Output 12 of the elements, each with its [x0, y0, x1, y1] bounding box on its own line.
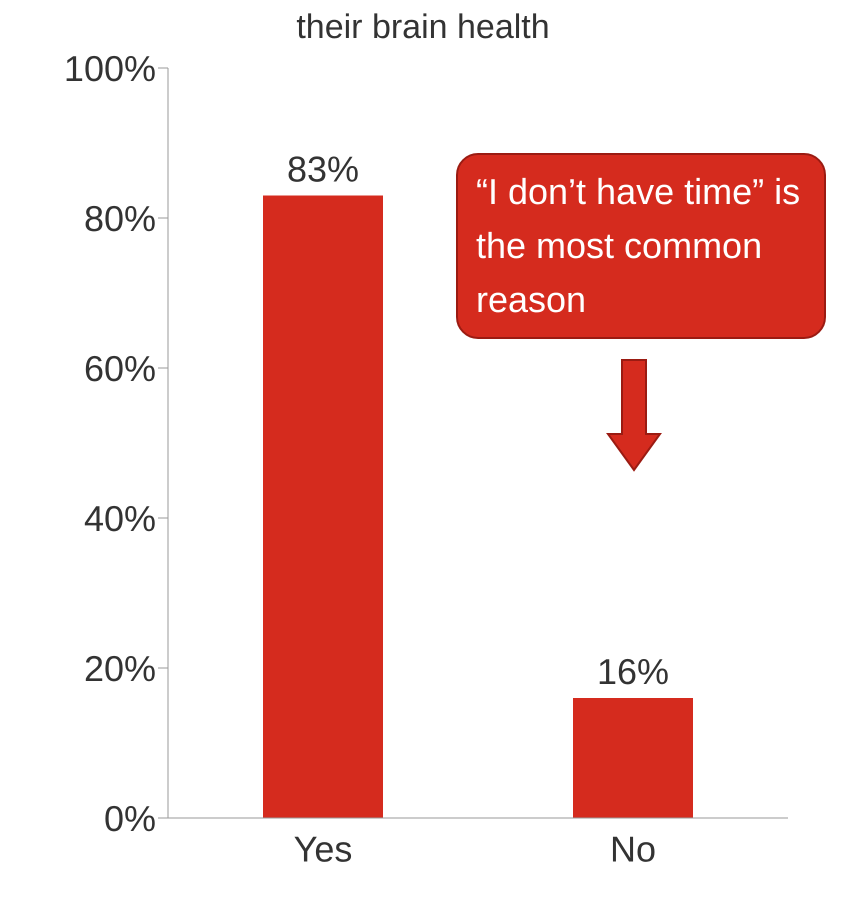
y-tick-label: 0%: [104, 798, 156, 839]
data-label: 16%: [596, 651, 670, 692]
data-label: 83%: [286, 148, 360, 190]
y-tick-label: 20%: [84, 648, 156, 689]
chart-title: their brain health: [295, 8, 551, 47]
y-tick-label: 100%: [64, 48, 156, 89]
y-tick-label: 60%: [84, 348, 156, 389]
x-tick-label: Yes: [294, 828, 352, 870]
x-tick-label: No: [610, 828, 656, 870]
annotation: “I don’t have time” is the most common reason: [456, 153, 826, 339]
y-tick-label: 40%: [84, 498, 156, 539]
y-tick-label: 80%: [84, 198, 156, 239]
